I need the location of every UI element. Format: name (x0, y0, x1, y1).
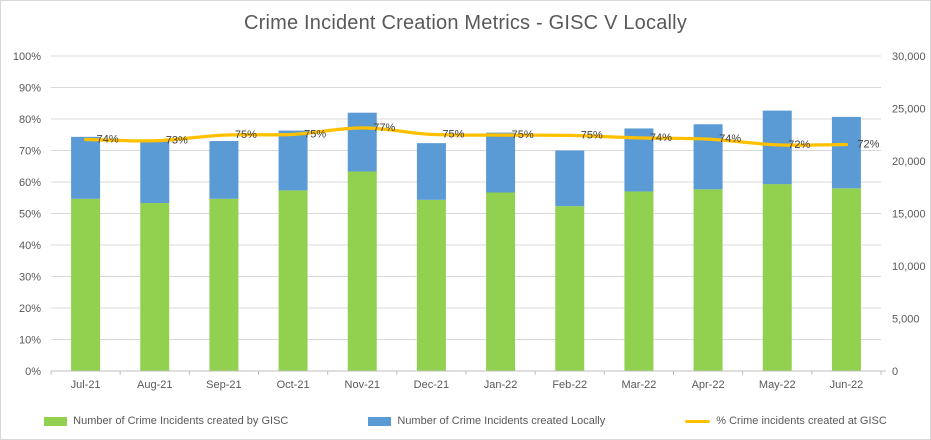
x-axis-category-label: Nov-21 (345, 379, 380, 391)
bar-gisc (347, 171, 377, 371)
x-axis-category-label: Jan-22 (484, 379, 518, 391)
line-data-label: 73% (166, 135, 188, 147)
x-axis-category-label: Jul-21 (71, 379, 101, 391)
legend-item-gisc: Number of Crime Incidents created by GIS… (44, 415, 288, 427)
bar-local (416, 143, 446, 200)
right-axis-tick-label: 25,000 (892, 104, 926, 116)
line-data-label: 75% (512, 129, 534, 141)
left-axis-tick-label: 50% (19, 209, 41, 221)
line-data-label: 75% (442, 128, 464, 140)
bar-local (278, 130, 308, 191)
bar-gisc (693, 189, 723, 371)
line-data-label: 72% (857, 139, 879, 151)
bar-gisc (209, 198, 239, 371)
left-axis-tick-label: 30% (19, 272, 41, 284)
line-data-label: 77% (373, 122, 395, 134)
x-axis-category-label: Apr-22 (692, 379, 725, 391)
x-axis-category-label: Jun-22 (830, 379, 864, 391)
bar-gisc (278, 190, 308, 371)
right-axis-tick-label: 10,000 (892, 261, 926, 273)
bar-local (693, 124, 723, 190)
bar-gisc (624, 191, 654, 371)
bar-local (347, 112, 377, 172)
x-axis-category-label: Oct-21 (277, 379, 310, 391)
line-data-label: 75% (235, 129, 257, 141)
x-axis-category-label: Mar-22 (621, 379, 656, 391)
line-data-label: 74% (650, 132, 672, 144)
chart-title: Crime Incident Creation Metrics - GISC V… (243, 12, 688, 34)
legend-label-percent: % Crime incidents created at GISC (716, 415, 887, 427)
x-axis-category-label: Aug-21 (137, 379, 172, 391)
x-axis-category-label: Feb-22 (552, 379, 587, 391)
line-data-label: 72% (788, 139, 810, 151)
bar-local (555, 150, 585, 207)
bar-local (140, 141, 170, 203)
line-data-label: 75% (304, 128, 326, 140)
left-axis-tick-label: 60% (19, 177, 41, 189)
bar-gisc (140, 203, 170, 371)
legend-label-local: Number of Crime Incidents created Locall… (397, 415, 606, 427)
bar-local (831, 116, 861, 189)
bar-local (486, 132, 516, 193)
right-axis-tick-label: 5,000 (892, 314, 920, 326)
left-axis-tick-label: 10% (19, 335, 41, 347)
legend-item-local: Number of Crime Incidents created Locall… (368, 415, 605, 427)
left-axis-tick-label: 0% (25, 366, 41, 378)
bar-gisc (555, 206, 585, 371)
bar-local (71, 136, 101, 199)
percent-line (83, 126, 849, 147)
right-axis-tick-label: 30,000 (892, 51, 926, 63)
left-axis-tick-label: 40% (19, 240, 41, 252)
bar-gisc (416, 199, 446, 371)
line-data-label: 75% (581, 129, 603, 141)
line-data-label: 74% (719, 133, 741, 145)
bar-gisc (831, 188, 861, 371)
left-axis-tick-label: 90% (19, 83, 41, 95)
x-axis-category-label: May-22 (759, 379, 796, 391)
bar-gisc (486, 192, 516, 371)
x-axis-category-label: Dec-21 (414, 379, 449, 391)
right-axis-tick-label: 20,000 (892, 156, 926, 168)
bar-local (209, 141, 239, 199)
left-axis-tick-label: 20% (19, 303, 41, 315)
chart-legend: Number of Crime Incidents created by GIS… (1, 415, 930, 427)
x-axis-category-label: Sep-21 (206, 379, 241, 391)
line-data-label: 74% (97, 133, 119, 145)
bar-local (762, 110, 792, 185)
gisc-series-swatch-icon (44, 416, 68, 426)
left-axis-tick-label: 100% (13, 51, 41, 63)
left-axis-tick-label: 80% (19, 114, 41, 126)
left-axis-tick-label: 70% (19, 146, 41, 158)
bar-gisc (762, 184, 792, 371)
legend-item-percent: % Crime incidents created at GISC (685, 415, 887, 427)
right-axis-tick-label: 0 (892, 366, 898, 378)
percent-series-line-icon (685, 419, 711, 423)
legend-label-gisc: Number of Crime Incidents created by GIS… (73, 415, 289, 427)
bar-gisc (71, 198, 101, 371)
right-axis-tick-label: 15,000 (892, 209, 926, 221)
local-series-swatch-icon (368, 416, 392, 426)
